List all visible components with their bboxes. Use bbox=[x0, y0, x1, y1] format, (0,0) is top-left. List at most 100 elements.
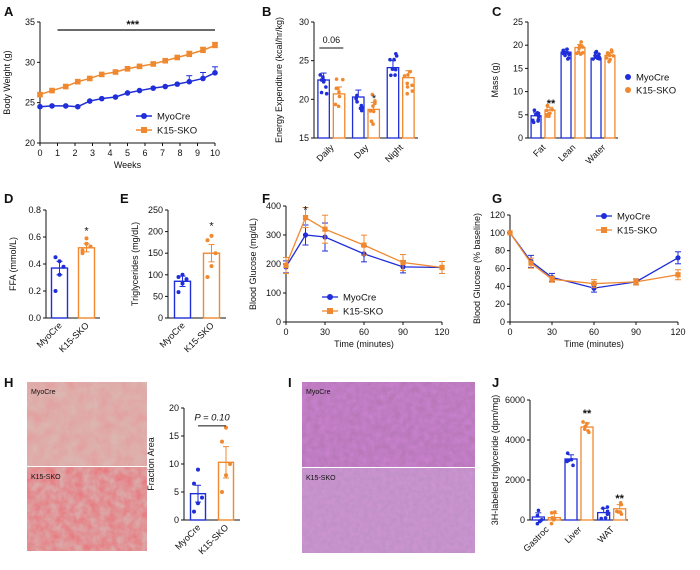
y-tick-label: 100 bbox=[490, 228, 505, 238]
data-point bbox=[549, 521, 554, 526]
y-tick-label: 0 bbox=[520, 515, 525, 525]
x-tick-label: 30 bbox=[547, 327, 557, 337]
bar-liver-myocre bbox=[564, 458, 578, 521]
y-tick-label: 35 bbox=[25, 17, 35, 27]
data-point bbox=[162, 57, 169, 64]
data-point bbox=[408, 69, 413, 74]
data-point bbox=[62, 103, 69, 109]
x-tick-label: 0 bbox=[507, 327, 512, 337]
legend-marker bbox=[601, 227, 607, 233]
x-tick-label: 0 bbox=[37, 148, 42, 158]
y-axis-title: Mass (g) bbox=[490, 62, 500, 97]
data-point bbox=[611, 54, 616, 58]
data-point bbox=[322, 226, 328, 232]
y-tick-label: 200 bbox=[266, 259, 281, 269]
data-point bbox=[565, 47, 569, 51]
data-point bbox=[371, 122, 375, 126]
y-tick-label: 30 bbox=[25, 57, 35, 67]
data-point bbox=[553, 510, 557, 514]
chart-c-mass: 0 5 10 15 20 25 Mass (g) Fat Lean Water ** MyoCre K1… bbox=[490, 17, 676, 166]
data-point bbox=[319, 90, 324, 95]
data-point bbox=[571, 463, 575, 468]
y-axis-title: Fraction Area bbox=[146, 437, 156, 491]
data-point bbox=[393, 67, 398, 72]
legend-label: K15-SKO bbox=[157, 126, 197, 137]
data-point bbox=[550, 107, 555, 112]
p-value-label: P = 0.10 bbox=[194, 412, 230, 423]
data-point bbox=[393, 73, 397, 77]
y-axis-title: Blood Glucose (% baseline) bbox=[472, 213, 482, 324]
data-point bbox=[549, 276, 555, 282]
data-point bbox=[205, 274, 210, 279]
y-tick-label: 2000 bbox=[505, 475, 525, 485]
x-axis-title: Time (minutes) bbox=[564, 339, 624, 349]
data-point bbox=[581, 420, 585, 424]
data-point bbox=[124, 65, 131, 72]
data-point bbox=[536, 111, 541, 116]
y-tick-label: 100 bbox=[266, 288, 281, 298]
y-tick-label: 0 bbox=[518, 133, 523, 143]
y-tick-label: 15 bbox=[299, 133, 309, 143]
data-point bbox=[224, 473, 228, 478]
data-point bbox=[609, 48, 614, 52]
data-point bbox=[605, 51, 610, 55]
data-point bbox=[405, 85, 410, 89]
micrograph-h-k15sko: K15-SKO bbox=[27, 467, 147, 551]
y-tick-label: 150 bbox=[148, 248, 163, 258]
legend-label: K15-SKO bbox=[343, 307, 383, 318]
x-tick-label: K15-SKO bbox=[57, 320, 91, 354]
data-point bbox=[86, 98, 93, 104]
data-point bbox=[84, 241, 89, 246]
y-tick-label: 50 bbox=[153, 291, 163, 301]
x-tick-label: 0 bbox=[283, 327, 288, 337]
data-point bbox=[604, 56, 609, 60]
data-point bbox=[192, 481, 196, 486]
bar-k15-sko bbox=[202, 252, 221, 319]
data-point bbox=[334, 77, 339, 81]
data-point bbox=[605, 509, 610, 514]
legend-label: K15-SKO bbox=[636, 86, 676, 97]
data-point bbox=[176, 274, 181, 279]
legend-label: MyoCre bbox=[636, 73, 669, 84]
x-tick-label: 7 bbox=[160, 148, 165, 158]
data-point bbox=[212, 42, 218, 49]
data-point bbox=[400, 259, 406, 266]
data-point bbox=[535, 513, 540, 518]
data-point bbox=[603, 516, 608, 520]
data-point bbox=[136, 87, 143, 94]
chart-j-3h-triglyceride: 0 2000 4000 6000 3H-labeled triglyceride (dp… bbox=[490, 395, 628, 554]
data-point bbox=[583, 424, 587, 429]
data-point bbox=[224, 425, 228, 430]
x-tick-label: K15-SKO bbox=[196, 522, 230, 556]
y-tick-label: 250 bbox=[148, 205, 163, 215]
bar-daily-myocre bbox=[317, 79, 330, 139]
data-point bbox=[196, 501, 200, 506]
panel-letter-i: I bbox=[288, 375, 292, 390]
x-tick-label: 1 bbox=[55, 148, 60, 158]
y-tick-label: 0 bbox=[174, 515, 179, 525]
significance-star: * bbox=[372, 93, 377, 105]
data-point bbox=[373, 99, 377, 103]
legend-marker bbox=[601, 213, 607, 219]
x-tick-label: 90 bbox=[398, 327, 408, 337]
y-tick-label: 25 bbox=[513, 17, 523, 27]
x-tick-label: Lean bbox=[556, 142, 577, 163]
chart-f-blood-glucose: 0 100 200 300 400 Blood Glucose (mg/dL) 0 30 60 9… bbox=[248, 201, 450, 349]
data-point bbox=[335, 86, 340, 91]
data-point bbox=[594, 49, 599, 54]
data-point bbox=[539, 518, 544, 522]
data-point bbox=[49, 103, 55, 109]
bar-lean-k15-sko bbox=[574, 46, 586, 139]
legend-label: K15-SKO bbox=[617, 226, 657, 237]
y-tick-label: 100 bbox=[148, 270, 163, 280]
y-tick-label: 0 bbox=[158, 313, 163, 323]
y-tick-label: 20 bbox=[495, 299, 505, 309]
y-tick-label: 60 bbox=[495, 264, 505, 274]
data-point bbox=[186, 51, 193, 58]
y-tick-label: 0 bbox=[500, 317, 505, 327]
y-tick-label: 10 bbox=[513, 87, 523, 97]
chart-a-body-weight: 20 25 30 35 Body Weight (g) 0 1 2 3 4 5 6 7 8 9 10 Weeks… bbox=[2, 17, 220, 170]
legend-marker bbox=[141, 113, 147, 119]
data-point bbox=[536, 508, 541, 513]
